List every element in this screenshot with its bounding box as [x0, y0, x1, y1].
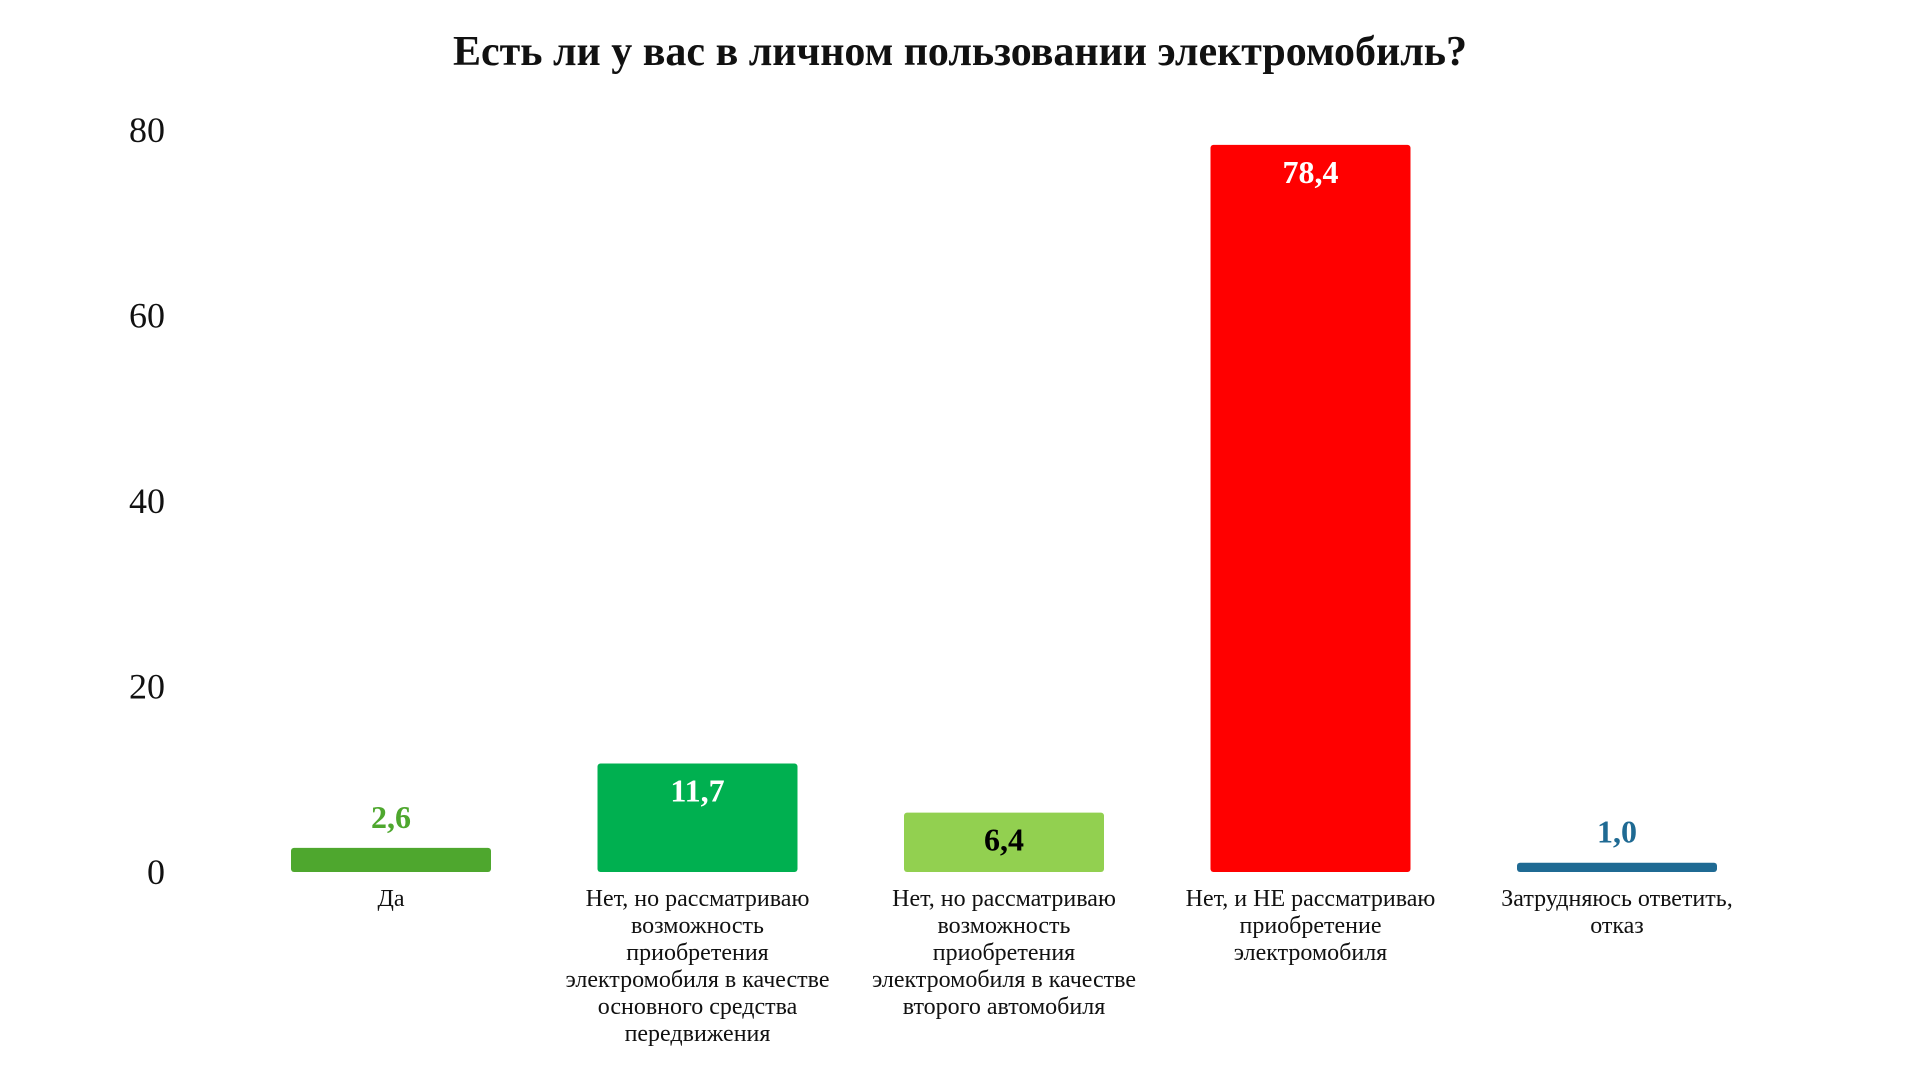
bar [1517, 862, 1717, 872]
x-tick-label: Затрудняюсь ответить, отказ [1501, 886, 1733, 939]
y-tick-label: 20 [129, 667, 165, 707]
x-tick-label: Нет, но рассматриваю возможность приобре… [871, 886, 1137, 1020]
bar [904, 812, 1104, 872]
y-tick-label: 0 [147, 852, 165, 892]
y-tick-label: 80 [129, 110, 165, 150]
bar [597, 763, 798, 872]
y-tick-label: 60 [129, 296, 165, 336]
data-label: 2,6 [371, 799, 411, 835]
bar [1210, 144, 1411, 873]
x-tick-label: Нет, и НЕ рассматриваю приобретение элек… [1185, 886, 1436, 966]
data-label: 6,4 [984, 822, 1024, 858]
data-label: 11,7 [670, 772, 724, 808]
x-tick-label: Нет, но рассматриваю возможность приобре… [565, 886, 830, 1047]
data-label: 1,0 [1597, 814, 1637, 850]
chart-title: Есть ли у вас в личном пользовании элект… [452, 29, 1468, 75]
x-tick-label: Да [377, 886, 405, 912]
data-label: 78,4 [1283, 154, 1339, 190]
bar [291, 847, 491, 872]
y-tick-label: 40 [129, 481, 165, 521]
